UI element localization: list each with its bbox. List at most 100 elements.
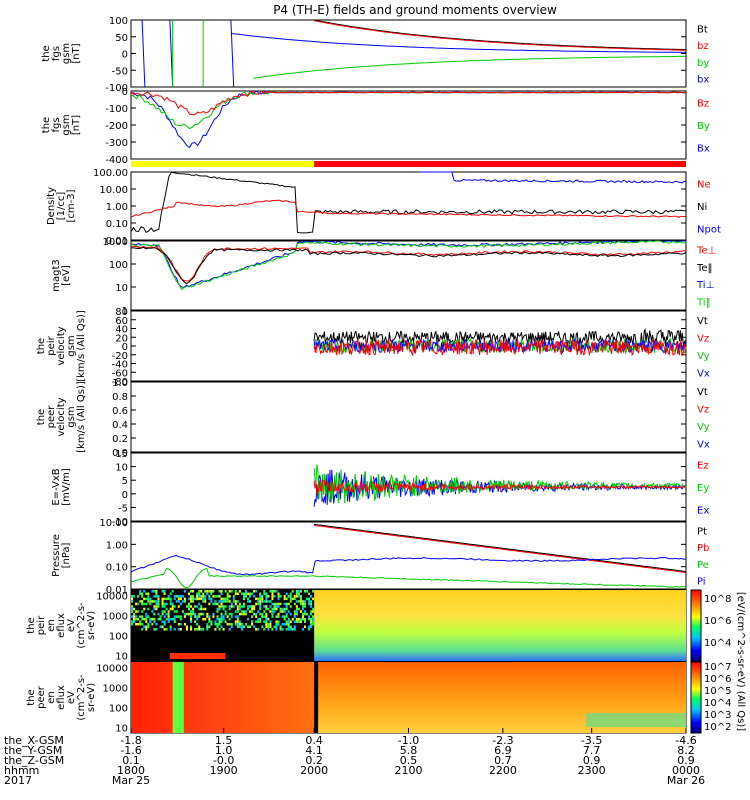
spectrogram-cell bbox=[303, 610, 307, 613]
spectrogram-cell bbox=[289, 605, 292, 608]
spectrogram-cell bbox=[267, 625, 270, 629]
spectrogram-cell bbox=[261, 597, 264, 601]
spectrogram-cell bbox=[196, 592, 199, 596]
spectrogram-cell bbox=[251, 592, 254, 596]
y-tick-label: 10 bbox=[115, 283, 128, 294]
spectrogram-cell bbox=[141, 622, 144, 626]
y-tick-label: 50 bbox=[115, 33, 128, 44]
spectrogram-cell bbox=[190, 590, 193, 593]
spectrogram-cell bbox=[263, 615, 266, 618]
spectrogram-cell bbox=[299, 610, 302, 613]
spectrogram-cell bbox=[141, 628, 144, 631]
spectrogram-cell bbox=[216, 595, 219, 598]
legend-Ex: Ex bbox=[697, 506, 709, 517]
spectrogram-cell bbox=[169, 600, 172, 603]
spectrogram-cell bbox=[265, 592, 268, 596]
x-row-label-1: the_Y-GSM bbox=[4, 744, 62, 757]
spectrogram-cell bbox=[299, 595, 302, 598]
spectrogram-cell bbox=[295, 620, 298, 623]
spectrogram-cell bbox=[218, 617, 221, 621]
spectrogram-cell bbox=[255, 590, 258, 593]
x-tick-label: 0.7 bbox=[494, 754, 512, 767]
y-tick-label: 0.8 bbox=[112, 392, 128, 403]
y-tick-label: 0.10 bbox=[106, 219, 128, 230]
spectrogram-cell bbox=[204, 590, 207, 593]
spectrogram-cell bbox=[151, 610, 154, 613]
spectrogram-cell bbox=[226, 592, 229, 596]
spectrogram-cell bbox=[187, 612, 191, 616]
spectrogram-cell bbox=[236, 592, 239, 596]
panel-frame-fgs_gsm bbox=[130, 19, 687, 88]
spectrogram-cell bbox=[283, 602, 286, 606]
spectrogram-cell bbox=[263, 610, 266, 613]
spectrogram-cell bbox=[147, 615, 150, 618]
spectrogram-cell bbox=[173, 620, 176, 623]
spectrogram-cell bbox=[135, 617, 138, 621]
legend-Ez: Ez bbox=[697, 460, 709, 471]
spectrogram-cell bbox=[220, 612, 223, 616]
spectrogram-cell bbox=[194, 615, 197, 618]
spectrogram-cell bbox=[249, 625, 252, 629]
spectrogram-cell bbox=[226, 597, 229, 601]
y-tick-label: 40 bbox=[115, 325, 128, 336]
spectrogram-cell bbox=[251, 605, 254, 608]
spectrogram-cell bbox=[259, 620, 262, 623]
spectrogram-cell bbox=[261, 612, 264, 616]
spectrogram-cell bbox=[293, 612, 296, 616]
spectrogram-cell bbox=[214, 620, 217, 623]
spectrogram-cell bbox=[143, 607, 146, 611]
spectrogram-cell bbox=[301, 600, 304, 603]
y-axis-label-efield: E=-VxB [mV/m] bbox=[51, 468, 72, 506]
spectrogram-cell bbox=[283, 607, 286, 611]
spectrogram-cell bbox=[181, 610, 184, 613]
spectrogram-cell bbox=[312, 597, 315, 601]
spectrogram-cell bbox=[238, 612, 241, 616]
spectrogram-cell bbox=[263, 590, 266, 593]
y-tick-label: 10.00 bbox=[99, 185, 128, 196]
spectrogram-cell bbox=[161, 620, 164, 623]
spectrogram-cell bbox=[273, 602, 276, 606]
spectrogram-cell bbox=[265, 605, 268, 608]
spectrogram-cell bbox=[297, 607, 300, 611]
y-tick-label: 10000 bbox=[96, 592, 128, 603]
spectrogram-cell bbox=[202, 607, 205, 611]
y-axis-label-line: peir bbox=[46, 335, 57, 355]
x-tick-label: 0.2 bbox=[305, 754, 323, 767]
spectrogram-cell bbox=[153, 612, 156, 616]
spectrogram-region bbox=[314, 590, 686, 661]
spectrogram-cell bbox=[299, 590, 302, 593]
series-Npot bbox=[419, 171, 687, 184]
spectrogram-cell bbox=[216, 602, 219, 606]
spectrogram-cell bbox=[185, 605, 188, 608]
spectrogram-cell bbox=[175, 595, 178, 598]
spectrogram-cell bbox=[236, 610, 239, 613]
spectrogram-cell bbox=[291, 617, 294, 621]
spectrogram-cell bbox=[167, 610, 170, 613]
y-axis-label-line: (cm^2-s- bbox=[76, 674, 87, 721]
spectrogram-cell bbox=[155, 592, 158, 596]
spectrogram-cell bbox=[177, 615, 180, 618]
spectrogram-cell bbox=[181, 595, 184, 598]
spectrogram-cell bbox=[275, 602, 278, 606]
spectrogram-cell bbox=[161, 625, 164, 629]
legend-Vx: Vx bbox=[697, 439, 710, 450]
spectrogram-cell bbox=[226, 615, 229, 618]
spectrogram-cell bbox=[183, 622, 186, 626]
spectrogram-cell bbox=[249, 610, 252, 613]
legend-bz: bz bbox=[697, 41, 709, 52]
y-tick-label: 10 bbox=[115, 651, 128, 662]
y-axis-label-line: fgs bbox=[51, 117, 62, 132]
spectrogram-cell bbox=[183, 600, 186, 603]
spectrogram-cell bbox=[218, 605, 221, 608]
x-tick-label: 1.5 bbox=[215, 734, 233, 747]
y-axis-label-line: fgs bbox=[51, 46, 62, 61]
spectrogram-cell bbox=[261, 595, 264, 598]
spectrogram-cell bbox=[291, 590, 294, 593]
spectrogram-cell bbox=[173, 617, 176, 621]
spectrogram-cell bbox=[222, 628, 225, 631]
spectrogram-cell bbox=[208, 595, 211, 598]
y-axis-label-line: gsm bbox=[66, 335, 77, 356]
spectrogram-cell bbox=[165, 628, 168, 631]
spectrogram-cell bbox=[222, 597, 225, 601]
legend-Bx: Bx bbox=[697, 144, 710, 155]
